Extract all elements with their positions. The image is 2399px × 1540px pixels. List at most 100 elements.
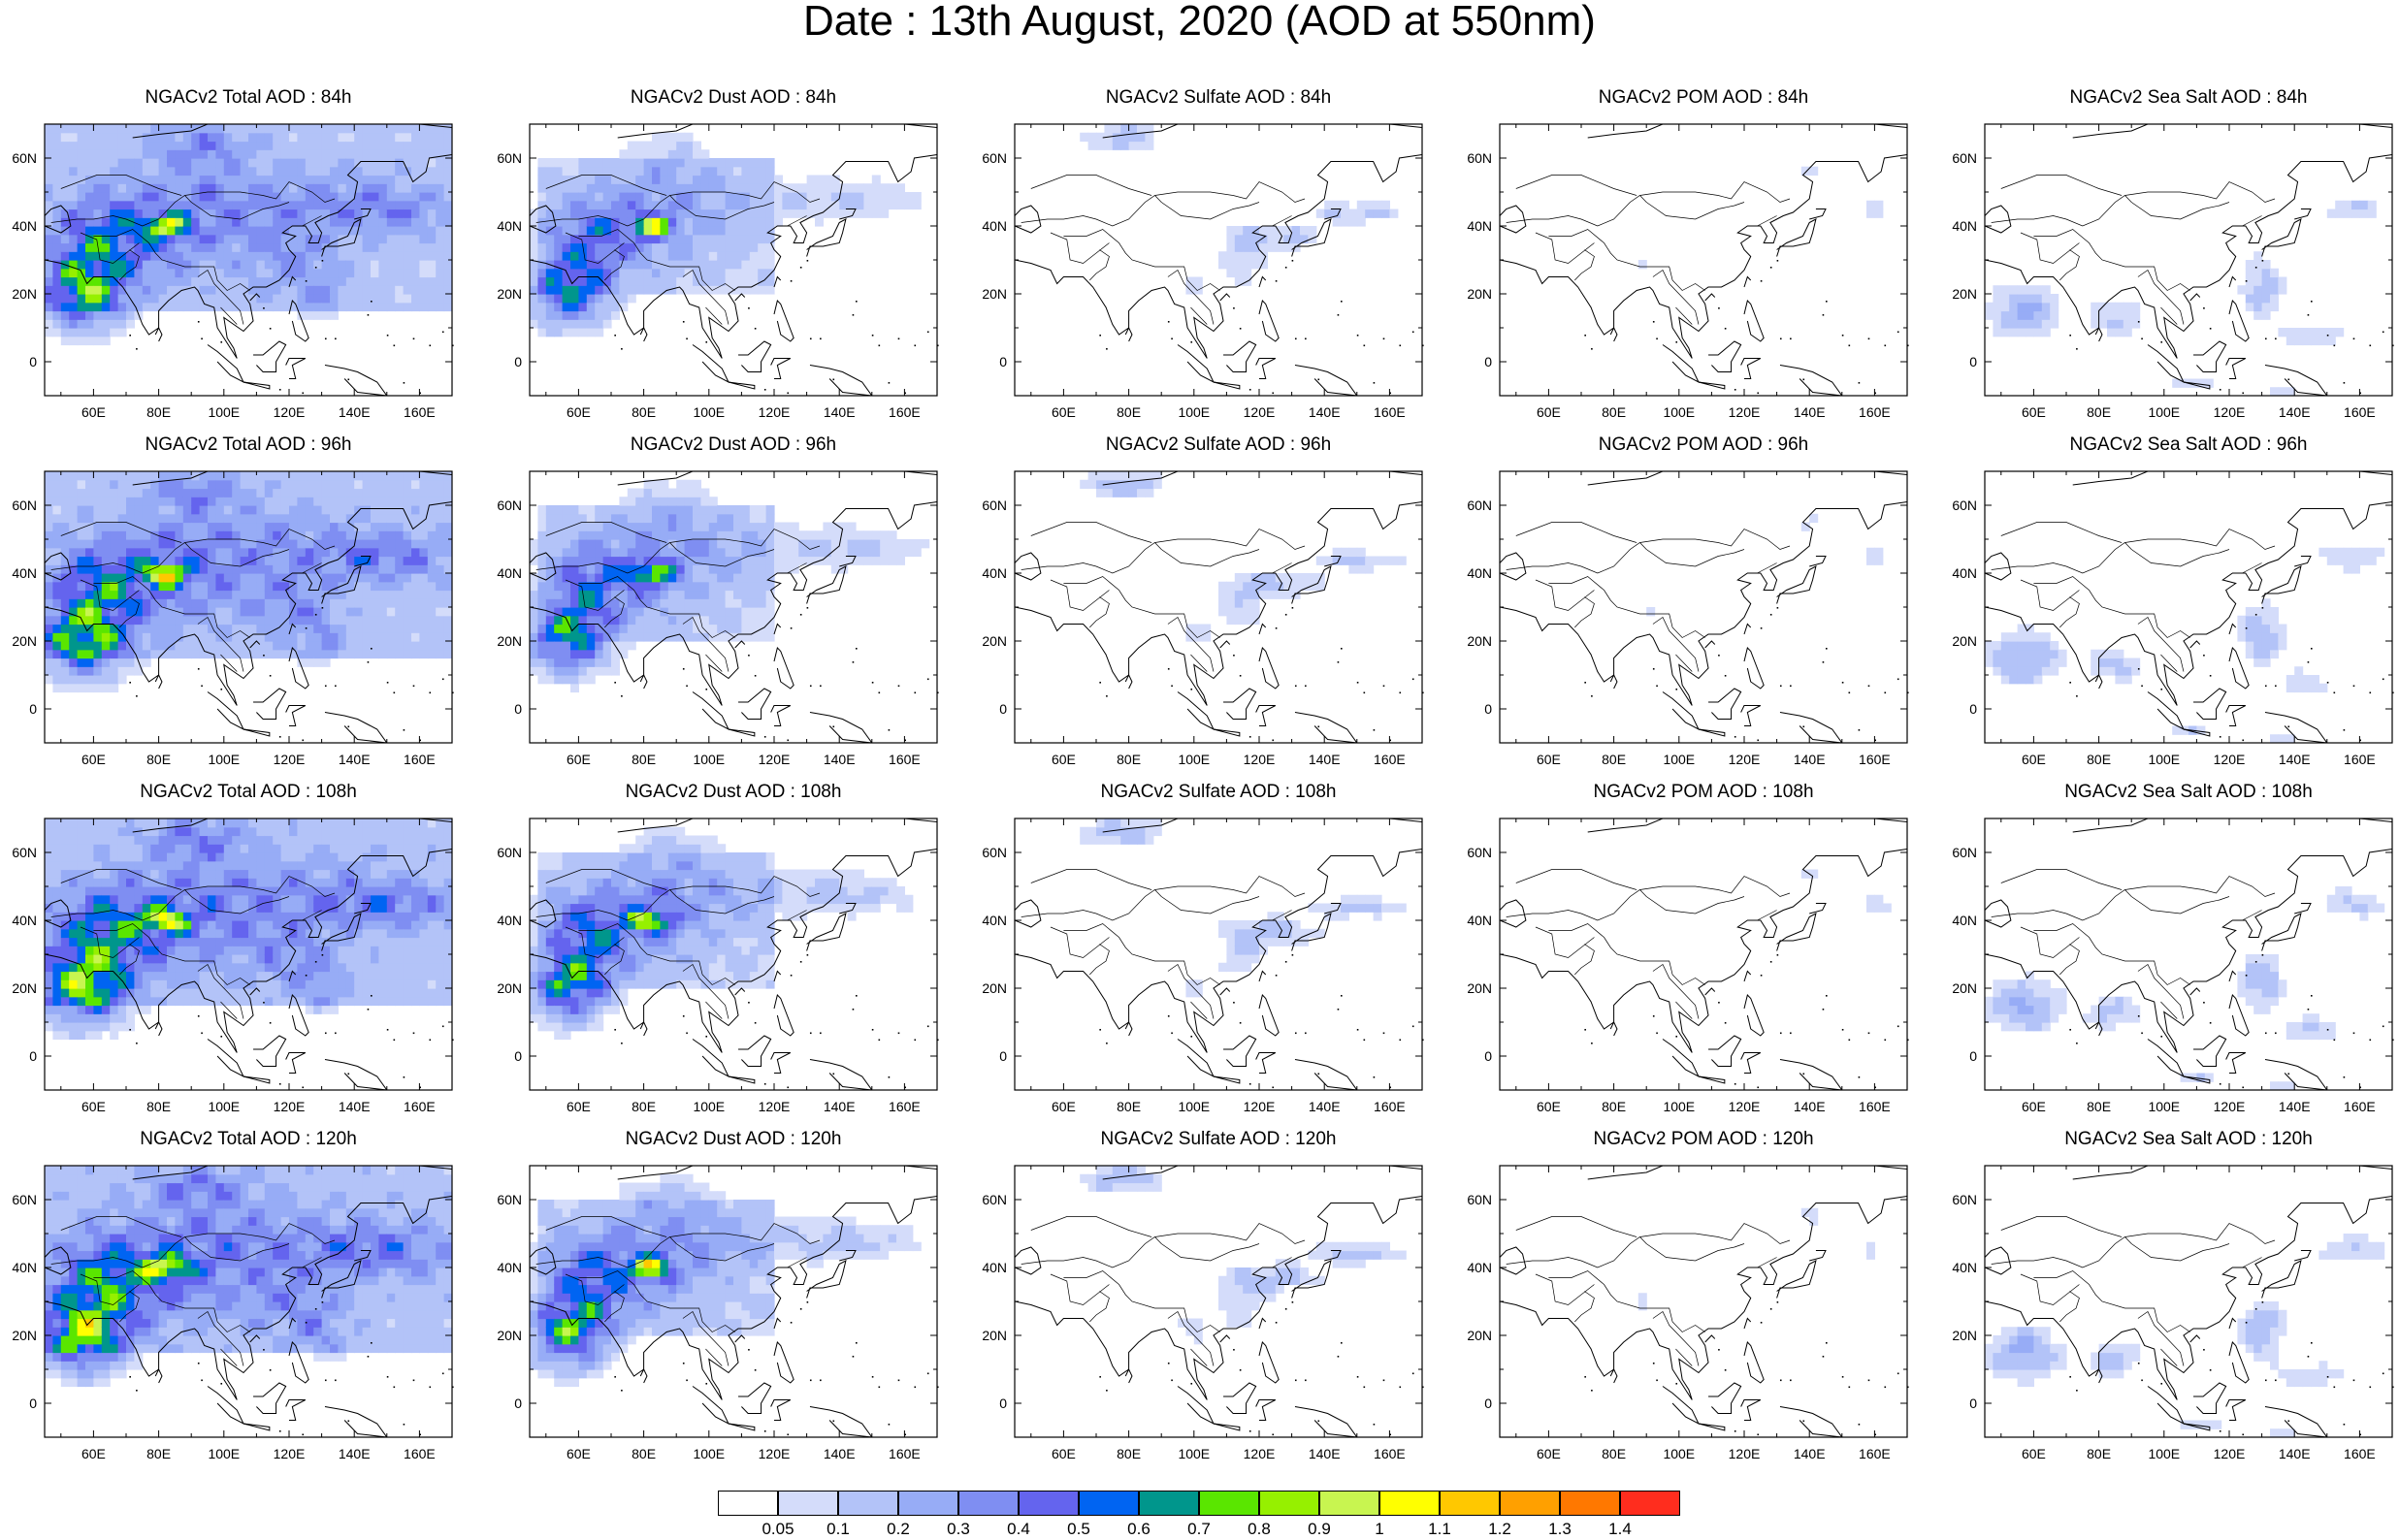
lat-tick-label: 60N (497, 150, 522, 166)
aod-field (530, 132, 922, 337)
aod-map: 60N 40N 20N 0 60E 80E 100E 120E 140E 160E (982, 1165, 1424, 1461)
lon-tick-label: 160E (1859, 1446, 1891, 1461)
lon-tick-label: 160E (889, 404, 921, 420)
lon-tick-label: 120E (274, 1446, 306, 1461)
country-borders (50, 522, 336, 672)
coastlines (530, 818, 937, 1090)
lon-tick-label: 140E (824, 752, 856, 767)
aod-field (1985, 200, 2377, 396)
lat-tick-label: 0 (514, 1396, 522, 1411)
lon-tick-label: 80E (632, 404, 656, 420)
colorbar-swatch (838, 1491, 898, 1516)
small-islands (129, 1301, 454, 1436)
aod-field (45, 818, 452, 1041)
lat-tick-label: 0 (999, 1396, 1007, 1411)
country-borders (50, 869, 336, 1019)
aod-map: 60N 40N 20N 0 60E 80E 100E 120E 140E 160E (12, 123, 454, 420)
axis-ticks (1500, 123, 1908, 397)
lat-tick-label: 20N (12, 286, 37, 302)
lat-tick-label: 60N (497, 845, 522, 860)
lat-tick-label: 60N (12, 150, 37, 166)
aod-field (530, 826, 914, 1041)
small-islands (1584, 607, 1909, 742)
lat-tick-label: 20N (1952, 286, 1977, 302)
lon-tick-label: 160E (2344, 404, 2376, 420)
lon-tick-label: 160E (2344, 1446, 2376, 1461)
lon-tick-label: 140E (1794, 1446, 1826, 1461)
aod-map: 60N 40N 20N 0 60E 80E 100E 120E 140E 160E (1952, 818, 2394, 1114)
lon-tick-label: 60E (1537, 752, 1561, 767)
map-panel: NGACv2 Sea Salt AOD : 84h 60N 40N 20N 0 60E 80… (1940, 87, 2399, 420)
aod-map: 60N 40N 20N 0 60E 80E 100E 120E 140E 160E (1467, 818, 1909, 1114)
map-frame (1499, 1165, 1908, 1438)
aod-map: 60N 40N 20N 0 60E 80E 100E 120E 140E 160E (982, 123, 1424, 420)
map-panel: NGACv2 Sea Salt AOD : 120h 60N 40N 20N 0 60E 8… (1940, 1129, 2399, 1461)
lon-tick-label: 120E (1729, 1099, 1761, 1114)
aod-map: 60N 40N 20N 0 60E 80E 100E 120E 140E 160E (982, 818, 1424, 1114)
colorbar-label: 1.1 (1428, 1520, 1451, 1538)
lon-tick-label: 140E (824, 404, 856, 420)
small-islands (1099, 1301, 1424, 1436)
lat-tick-label: 20N (1467, 980, 1492, 996)
lon-tick-label: 80E (1602, 404, 1626, 420)
lon-tick-label: 160E (1374, 1446, 1406, 1461)
country-borders (1021, 1216, 1306, 1366)
map-frame (1499, 123, 1908, 397)
coastlines (1500, 1166, 1907, 1437)
lat-tick-label: 40N (1467, 565, 1492, 581)
lat-tick-label: 60N (1952, 150, 1977, 166)
colorbar-label: 0.8 (1248, 1520, 1271, 1538)
panel-title: NGACv2 Sea Salt AOD : 96h (2069, 434, 2308, 455)
lon-tick-label: 140E (1794, 752, 1826, 767)
aod-field (45, 124, 452, 346)
lat-tick-label: 60N (1467, 497, 1492, 513)
lat-tick-label: 0 (1484, 1048, 1492, 1064)
lon-tick-label: 120E (1729, 752, 1761, 767)
lon-tick-label: 120E (1244, 1446, 1276, 1461)
colorbar-swatch (1440, 1491, 1500, 1516)
lon-tick-label: 140E (1309, 1099, 1341, 1114)
country-borders (50, 175, 336, 325)
axis-ticks (1015, 470, 1423, 744)
lat-tick-label: 0 (514, 701, 522, 717)
lon-tick-label: 160E (404, 1099, 436, 1114)
lat-tick-label: 20N (12, 633, 37, 649)
colorbar-swatch (958, 1491, 1019, 1516)
lon-tick-label: 120E (1244, 1099, 1276, 1114)
lat-tick-label: 60N (1467, 845, 1492, 860)
map-panel: NGACv2 Dust AOD : 108h 60N 40N 20N 0 60E 80E 10… (485, 782, 970, 1114)
small-islands (1584, 954, 1909, 1089)
lon-tick-label: 80E (1602, 1099, 1626, 1114)
lat-tick-label: 40N (12, 218, 37, 234)
lon-tick-label: 120E (2214, 404, 2246, 420)
aod-field (1080, 1166, 1407, 1345)
axis-ticks (1500, 818, 1908, 1091)
lon-tick-label: 160E (889, 1446, 921, 1461)
aod-map: 60N 40N 20N 0 60E 80E 100E 120E 140E 160E (12, 1165, 454, 1461)
lon-tick-label: 120E (2214, 1446, 2246, 1461)
lat-tick-label: 0 (999, 701, 1007, 717)
lon-tick-label: 160E (2344, 1099, 2376, 1114)
map-panel: NGACv2 POM AOD : 96h 60N 40N 20N 0 60E 80E 100E… (1455, 434, 1940, 767)
lat-tick-label: 20N (497, 1328, 522, 1343)
colorbar-swatch (1560, 1491, 1620, 1516)
aod-map: 60N 40N 20N 0 60E 80E 100E 120E 140E 160E (1952, 1165, 2394, 1461)
lon-tick-label: 160E (404, 752, 436, 767)
aod-field (1646, 513, 1884, 617)
map-frame (1984, 470, 2393, 744)
coastlines (45, 471, 452, 743)
aod-map: 60N 40N 20N 0 60E 80E 100E 120E 140E 160E (12, 818, 454, 1114)
lat-tick-label: 20N (1952, 633, 1977, 649)
country-borders (1506, 1216, 1791, 1366)
lat-tick-label: 20N (497, 633, 522, 649)
panel-title: NGACv2 Dust AOD : 84h (630, 87, 837, 108)
lon-tick-label: 80E (632, 1099, 656, 1114)
country-borders (535, 522, 821, 672)
lon-tick-label: 100E (1663, 1446, 1695, 1461)
small-islands (129, 954, 454, 1089)
axis-ticks (530, 470, 938, 744)
lat-tick-label: 0 (1969, 701, 1977, 717)
lon-tick-label: 140E (2279, 404, 2311, 420)
lat-tick-label: 20N (982, 633, 1007, 649)
lon-tick-label: 140E (339, 752, 371, 767)
